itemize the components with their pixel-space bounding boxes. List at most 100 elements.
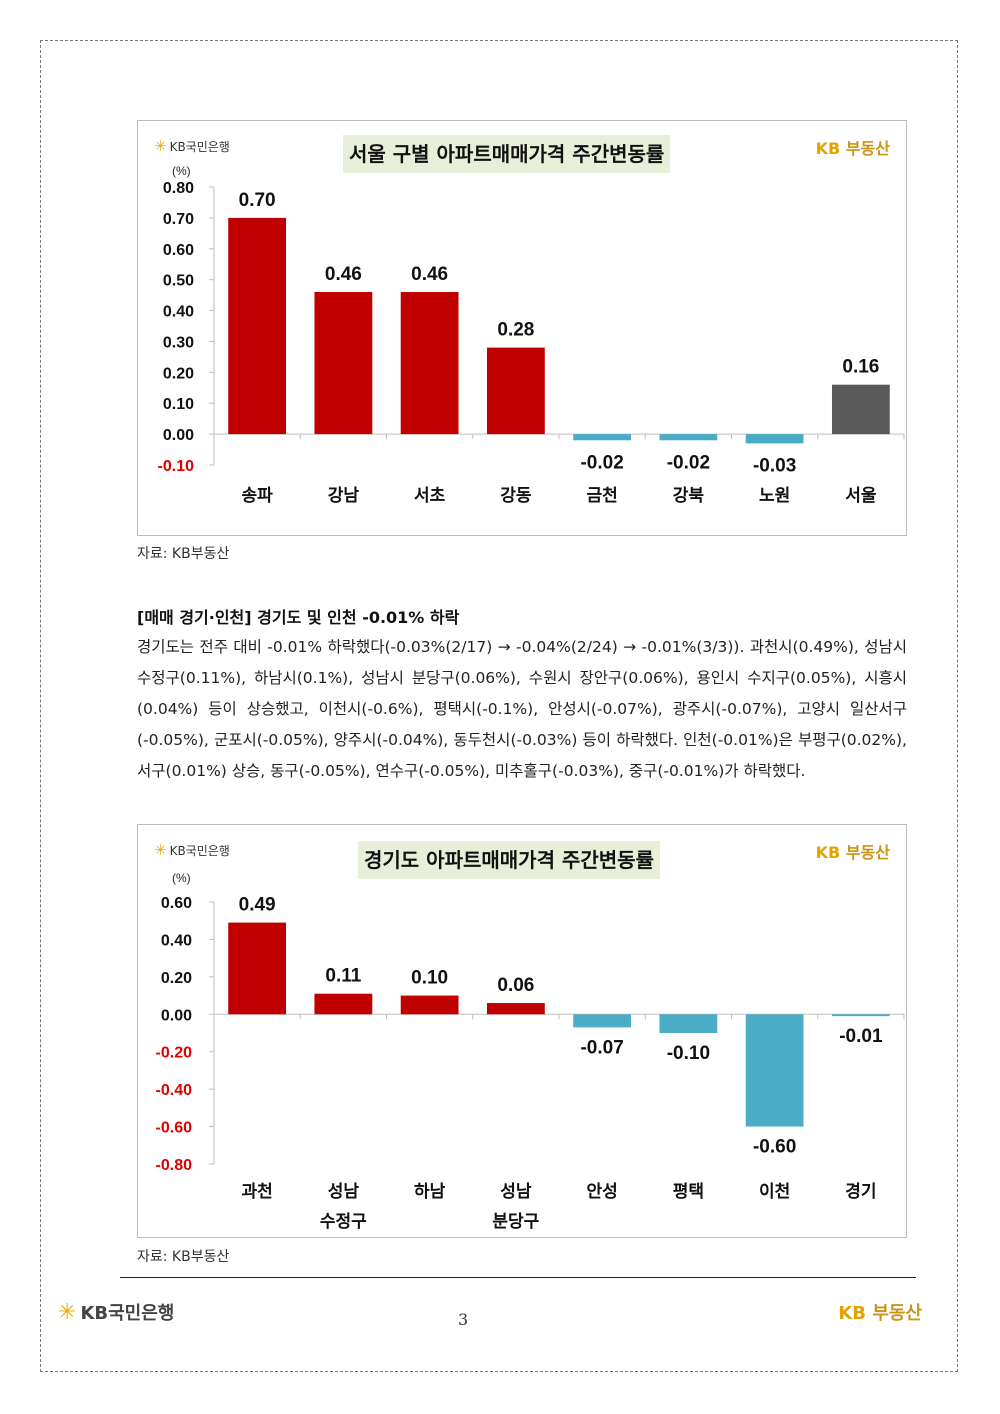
data-label: -0.10 (667, 1043, 710, 1064)
y-tick-label: -0.40 (156, 1082, 193, 1099)
data-label: 0.46 (411, 264, 448, 285)
data-label: 0.49 (239, 895, 276, 916)
section-heading: [매매 경기·인천] 경기도 및 인천 -0.01% 하락 (137, 608, 460, 627)
page-number: 3 (458, 1310, 469, 1329)
chart-title: 경기도 아파트매매가격 주간변동률 (358, 841, 660, 879)
category-label: 과천 (241, 1182, 272, 1201)
data-label: -0.02 (580, 452, 623, 473)
bar (745, 1014, 804, 1127)
data-label: -0.03 (753, 455, 796, 476)
footer-divider (120, 1277, 916, 1278)
data-label: -0.01 (839, 1026, 883, 1047)
category-label: 강북 (673, 486, 705, 505)
bar (745, 434, 804, 444)
bar (400, 292, 459, 435)
y-unit-label: (%) (172, 871, 191, 885)
bank-name: KB국민은행 (169, 843, 230, 858)
bank-name: KB국민은행 (169, 139, 230, 154)
chart-estate-logo: KB 부동산 (816, 839, 890, 863)
kb-star-icon: ✳ (58, 1299, 77, 1325)
y-tick-label: 0.20 (163, 365, 194, 382)
data-label: 0.10 (411, 968, 448, 989)
y-tick-label: 0.60 (163, 242, 194, 259)
estate-kb: KB (815, 843, 841, 862)
page-border (40, 40, 958, 1372)
bar (659, 434, 718, 441)
y-tick-label: 0.50 (163, 273, 194, 290)
category-label: 분당구 (492, 1212, 539, 1231)
category-label: 수정구 (320, 1212, 367, 1231)
seoul-chart: ✳ KB국민은행 서울 구별 아파트매매가격 주간변동률 KB 부동산 (%) 0… (137, 120, 907, 536)
y-tick-label: -0.60 (156, 1120, 193, 1137)
data-label: 0.28 (497, 320, 534, 341)
y-tick-label: 0.10 (163, 396, 194, 413)
estate-kb: KB (815, 139, 841, 158)
bar (400, 995, 459, 1015)
bar (831, 384, 890, 435)
bar (314, 993, 373, 1015)
y-tick-label: 0.40 (161, 932, 192, 949)
data-label: 0.70 (239, 190, 276, 211)
y-tick-label: 0.00 (161, 1007, 192, 1024)
chart-bank-logo: ✳ KB국민은행 (154, 137, 230, 155)
y-tick-label: 0.80 (163, 180, 194, 197)
bar (659, 1014, 718, 1033)
bar (831, 1014, 890, 1017)
data-label: -0.60 (753, 1137, 796, 1158)
data-label: -0.02 (667, 452, 710, 473)
category-label: 경기 (845, 1182, 876, 1201)
y-tick-label: 0.40 (163, 304, 194, 321)
category-label: 성남 (328, 1182, 360, 1201)
estate-kb: KB (838, 1303, 867, 1324)
bar (486, 347, 545, 435)
estate-name: 부동산 (872, 1303, 922, 1324)
category-label: 노원 (759, 486, 790, 505)
y-tick-label: 0.30 (163, 334, 194, 351)
bar (573, 1014, 632, 1028)
bar (228, 217, 287, 435)
category-label: 평택 (673, 1182, 704, 1201)
chart-plot: (%) 0.80 0.70 0.60 0.50 0.40 0.30 0.20 0.10 0.00 -… (158, 164, 905, 505)
category-label: 강남 (328, 486, 360, 505)
data-label: 0.16 (842, 357, 879, 378)
data-label: 0.11 (325, 966, 361, 987)
category-label: 금천 (586, 486, 617, 505)
data-label: -0.07 (580, 1037, 623, 1058)
section-body: 경기도는 전주 대비 -0.01% 하락했다(-0.03%(2/17) → -0… (137, 638, 907, 780)
chart-estate-logo: KB 부동산 (816, 135, 890, 159)
kb-star-icon: ✳ (154, 841, 167, 859)
y-tick-label: -0.10 (158, 458, 195, 475)
y-tick-label: 0.20 (161, 970, 192, 987)
y-tick-label: -0.20 (156, 1045, 193, 1062)
chart-plot: (%) 0.60 0.40 0.20 0.00 -0.20 -0.40 -0.60 -0.80 0… (156, 871, 905, 1231)
category-label: 서울 (845, 486, 877, 505)
bar (314, 292, 373, 435)
y-tick-label: 0.00 (163, 427, 194, 444)
y-tick-label: 0.70 (163, 211, 194, 228)
category-label: 송파 (241, 486, 273, 505)
bar (573, 434, 632, 441)
estate-name: 부동산 (845, 843, 890, 862)
chart-title: 서울 구별 아파트매매가격 주간변동률 (343, 135, 671, 173)
data-label: 0.06 (497, 975, 534, 996)
category-label: 안성 (586, 1182, 617, 1201)
y-unit-label: (%) (172, 164, 191, 178)
category-label: 성남 (500, 1182, 532, 1201)
footer-bank-logo: ✳ KB국민은행 (58, 1299, 174, 1325)
category-label: 이천 (759, 1182, 790, 1201)
y-tick-label: -0.80 (156, 1157, 193, 1174)
bar (486, 1003, 545, 1015)
bank-name: KB국민은행 (80, 1303, 175, 1324)
kb-star-icon: ✳ (154, 137, 167, 155)
category-label: 서초 (414, 486, 446, 505)
data-label: 0.46 (325, 264, 362, 285)
chart-bank-logo: ✳ KB국민은행 (154, 841, 230, 859)
category-label: 강동 (500, 486, 532, 505)
chart-source: 자료: KB부동산 (137, 546, 230, 562)
chart-source: 자료: KB부동산 (137, 1249, 230, 1265)
bar (228, 922, 287, 1015)
footer-estate-logo: KB 부동산 (838, 1299, 922, 1325)
estate-name: 부동산 (845, 139, 890, 158)
category-label: 하남 (414, 1182, 446, 1201)
y-tick-label: 0.60 (161, 895, 192, 912)
